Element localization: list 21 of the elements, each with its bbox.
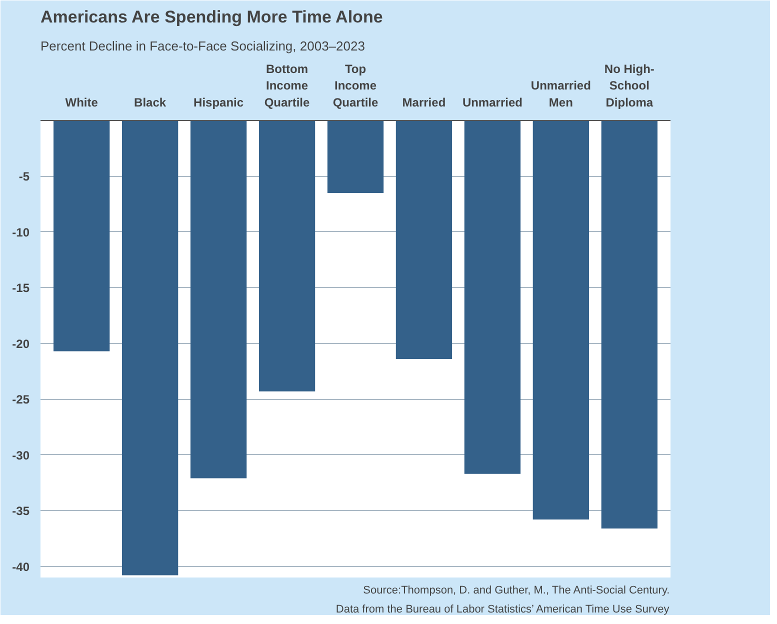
x-tick-label: Top Income Quartile [332,62,378,110]
y-tick-label: -30 [12,448,30,462]
x-tick-label: No High- School Diploma [604,62,654,110]
x-tick-label: Married [402,96,446,110]
x-tick-label: Bottom Income Quartile [264,62,310,110]
source-note: Source:Thompson, D. and Guther, M., The Anti-Social Century. [363,584,670,596]
chart-subtitle: Percent Decline in Face-to-Face Socializing, 2003–2023 [40,38,365,54]
x-tick-label: Unmarried [462,96,522,110]
x-tick-label: Unmarried Men [530,78,591,110]
y-tick-label: -40 [12,560,30,574]
text: Data from the Bureau of Labor Statistics’ American Time Use Survey [336,604,670,616]
x-tick-label: Hispanic [194,96,244,110]
y-tick-label: -5 [18,170,30,184]
x-tick-label: White [65,96,98,110]
y-tick-label: -20 [12,336,30,351]
y-tick-label: -15 [12,281,30,296]
y-tick-label: -10 [12,225,30,240]
chart-title: Americans Are Spending More Time Alone [40,8,383,26]
x-tick-label: Black [134,96,166,110]
y-tick-label: -35 [12,504,30,518]
y-tick-label: -25 [12,392,30,407]
